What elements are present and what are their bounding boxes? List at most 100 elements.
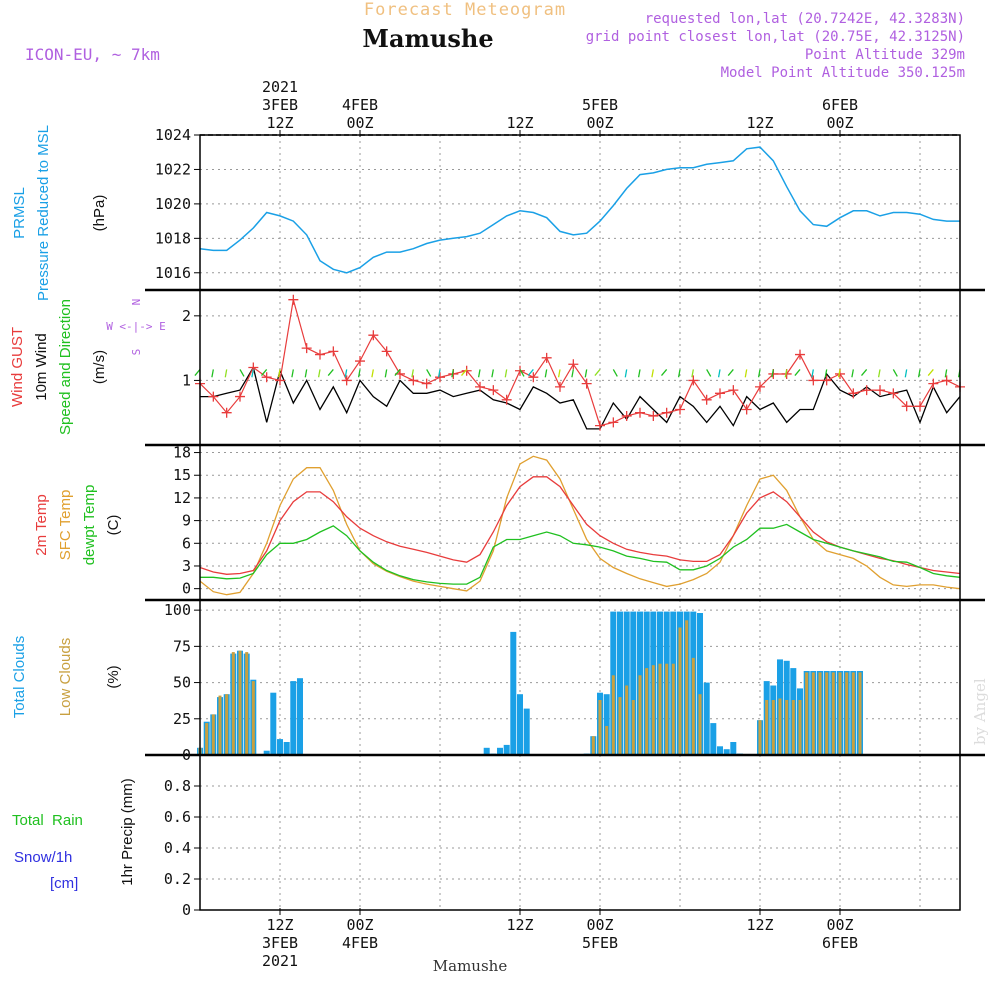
low-cloud-bar — [765, 700, 769, 755]
total-cloud-bar — [630, 611, 637, 755]
y-tick-label: 0 — [182, 901, 191, 919]
y-tick-label: 9 — [182, 512, 191, 530]
model-label: ICON-EU, ~ 7km — [25, 45, 160, 64]
wind-gust-line — [199, 299, 961, 427]
wind-direction-arrow — [837, 369, 841, 378]
wind-gust-marker — [875, 385, 885, 396]
wind-direction-arrow — [394, 369, 401, 377]
wind-gust-marker — [221, 407, 232, 418]
total-cloud-bar — [510, 631, 517, 755]
wind-gust-marker — [421, 378, 432, 389]
wind-gust-marker — [621, 410, 632, 421]
low-cloud-bar — [658, 663, 662, 755]
location-title: Mamushe — [362, 24, 493, 53]
wind-gust-marker — [741, 404, 752, 415]
wind-direction-arrow — [261, 369, 268, 377]
low-cloud-bar — [771, 700, 775, 755]
wind-direction-arrow — [504, 369, 508, 378]
wind-gust-marker — [381, 346, 392, 357]
bottom-time-label: 5FEB — [582, 934, 618, 952]
low-cloud-bar — [251, 681, 255, 755]
wind-gust-marker — [928, 378, 939, 389]
wind-direction-arrow — [677, 369, 681, 378]
wind-direction-arrow — [239, 369, 245, 377]
total-cloud-bar — [730, 742, 737, 755]
low-cloud-bar — [205, 723, 209, 755]
wind-gust-marker — [568, 359, 579, 370]
total-cloud-bar — [617, 611, 623, 755]
y-tick-label: 1022 — [155, 160, 191, 178]
wind-direction-arrow — [411, 369, 414, 378]
wind-direction-label: Speed and Direction — [57, 299, 74, 435]
clouds-unit-label: (%) — [105, 665, 122, 688]
low-cloud-bar — [805, 672, 809, 755]
total-cloud-bar — [297, 678, 303, 755]
top-time-label: 12Z — [266, 114, 293, 132]
low-cloud-bar — [758, 720, 762, 755]
wind-direction-arrow — [861, 369, 868, 377]
y-tick-label: 1018 — [155, 229, 191, 247]
bottom-location: Mamushe — [433, 957, 508, 975]
temp-sfc-label: SFC Temp — [57, 490, 74, 561]
wind-10m-label: 10m Wind — [33, 333, 50, 401]
credit-watermark: by Angel — [971, 678, 989, 745]
wind-direction-arrow — [224, 369, 228, 378]
bottom-time-label: 00Z — [586, 916, 613, 934]
bottom-time-label: 12Z — [506, 916, 533, 934]
wind-gust-marker — [728, 385, 739, 396]
wind-direction-arrow — [691, 369, 694, 378]
bottom-time-label: 00Z — [346, 916, 373, 934]
wind-gust-marker — [901, 401, 912, 412]
low-cloud-bar — [691, 657, 695, 755]
total-cloud-bar — [723, 749, 730, 755]
low-cloud-bar — [211, 714, 215, 755]
pressure-unit-label: (hPa) — [91, 195, 108, 232]
total-cloud-bar — [290, 681, 297, 755]
low-cloud-bar — [851, 672, 855, 755]
wind-direction-arrow — [451, 369, 454, 378]
wind-gust-marker — [461, 365, 472, 376]
wind-direction-arrow — [251, 369, 254, 378]
wind-gust-marker — [635, 407, 645, 418]
low-cloud-bar — [631, 700, 635, 755]
low-cloud-bar — [685, 620, 689, 755]
low-cloud-bar — [838, 672, 842, 755]
wind-gust-marker — [821, 375, 832, 386]
wind-gust-marker — [275, 375, 285, 386]
low-cloud-bar — [811, 672, 815, 755]
wind-gust-marker — [808, 375, 819, 386]
low-cloud-bar — [818, 672, 822, 755]
y-tick-label: 12 — [173, 489, 191, 507]
pressure-label-prmsl: PRMSL — [11, 187, 28, 239]
wind-direction-arrow — [304, 369, 308, 378]
low-cloud-bar — [618, 697, 622, 755]
bottom-time-label: 12Z — [266, 916, 293, 934]
low-cloud-bar — [778, 698, 782, 755]
y-tick-label: 100 — [164, 601, 191, 619]
temp-unit-label: (C) — [105, 515, 122, 536]
bottom-time-label: 4FEB — [342, 934, 378, 952]
wind-direction-arrow — [557, 369, 561, 378]
y-tick-label: 0.6 — [164, 808, 191, 826]
top-time-label: 3FEB — [262, 96, 298, 114]
wind-direction-arrow — [784, 369, 788, 378]
wind-direction-arrow — [594, 369, 601, 377]
wind-gust-marker — [435, 372, 445, 383]
low-cloud-bar — [611, 675, 615, 755]
low-cloud-bar — [698, 694, 702, 755]
wind-gust-marker — [661, 407, 672, 418]
compass-s: S — [130, 349, 143, 356]
wind-direction-arrow — [651, 369, 654, 378]
wind-gust-marker — [608, 417, 619, 428]
wind-direction-arrow — [794, 369, 801, 377]
low-cloud-bar — [798, 700, 802, 755]
wind-gust-marker — [701, 394, 712, 405]
top-time-label: 6FEB — [822, 96, 858, 114]
low-cloud-bar — [238, 650, 242, 755]
y-tick-label: 0.2 — [164, 870, 191, 888]
low-cloud-bar — [591, 736, 595, 755]
low-cloud-bar — [825, 672, 829, 755]
wind-gust-marker — [795, 349, 805, 360]
wind-gust-marker — [288, 294, 299, 305]
low-cloud-bar — [858, 672, 862, 755]
